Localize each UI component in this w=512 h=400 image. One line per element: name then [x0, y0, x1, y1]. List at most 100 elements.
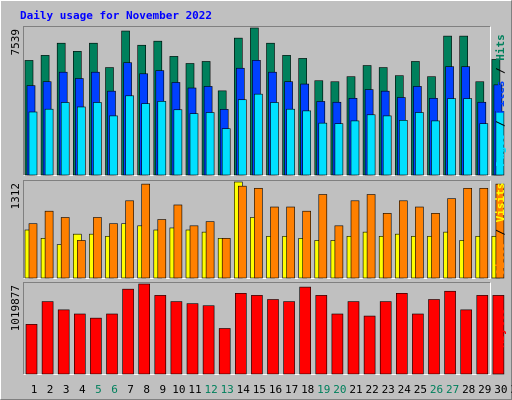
bar — [398, 200, 408, 279]
bar — [286, 206, 295, 279]
bar — [122, 288, 134, 375]
bar — [431, 213, 440, 279]
bar — [366, 114, 376, 176]
x-tick-label: 16 — [269, 383, 282, 396]
x-tick-label: 29 — [478, 383, 491, 396]
bar — [77, 106, 86, 176]
bar — [109, 223, 118, 279]
bar — [447, 198, 456, 279]
legend: KBytes — [494, 308, 507, 348]
bar — [125, 200, 134, 279]
plot-bevel-light — [23, 180, 491, 279]
bar — [299, 286, 312, 375]
bar — [189, 113, 199, 176]
bar — [254, 93, 263, 176]
bar — [154, 295, 167, 375]
bar — [44, 108, 54, 176]
bar — [254, 187, 263, 279]
bar — [302, 110, 312, 176]
bar — [90, 317, 102, 375]
bar — [379, 301, 392, 375]
bar — [28, 223, 38, 279]
bar — [447, 98, 456, 176]
legend-entry: Hits — [494, 34, 507, 61]
x-tick-label: 4 — [79, 383, 86, 396]
x-tick-label: 19 — [317, 383, 330, 396]
bar — [28, 111, 38, 176]
legend-entry: Sites — [494, 242, 507, 275]
bar — [93, 102, 102, 176]
bar — [334, 123, 344, 176]
x-tick-label: 14 — [237, 383, 251, 396]
legend-separator: / — [494, 114, 507, 134]
bar — [495, 111, 505, 176]
bar — [495, 183, 505, 279]
legend-entry: Visits — [494, 183, 507, 223]
plot-bevel-dark — [23, 26, 491, 176]
x-tick-label: 18 — [301, 383, 314, 396]
legend-entry: Files — [494, 81, 507, 114]
bar — [398, 120, 408, 176]
y-tick-label: 1019877 — [9, 285, 22, 331]
bar — [347, 301, 360, 375]
y-tick-label: 1312 — [9, 183, 22, 210]
bar — [74, 313, 86, 375]
bar — [382, 213, 392, 279]
bar — [463, 187, 473, 279]
x-tick-label: 9 — [159, 383, 166, 396]
bar — [41, 301, 54, 375]
x-tick-label: 6 — [111, 383, 118, 396]
bar — [302, 210, 312, 279]
x-tick-label: 7 — [127, 383, 134, 396]
x-tick-label: 5 — [95, 383, 102, 396]
bar — [157, 101, 167, 176]
bar — [251, 295, 263, 375]
x-tick-label: 23 — [382, 383, 395, 396]
x-tick-label: 13 — [221, 383, 234, 396]
bar — [286, 108, 295, 176]
bar — [428, 299, 440, 375]
bar — [350, 200, 360, 279]
plot-bevel-light — [23, 26, 491, 176]
legend-separator: / — [494, 222, 507, 242]
x-tick-label: 30 — [494, 383, 507, 396]
x-tick-label: 11 — [188, 383, 201, 396]
bar — [492, 295, 505, 375]
bar — [106, 313, 118, 375]
x-tick-label: 22 — [365, 383, 378, 396]
bar — [270, 206, 279, 279]
bar — [444, 290, 456, 375]
bar — [476, 295, 489, 375]
x-tick-label: 26 — [430, 383, 443, 396]
bar — [205, 112, 215, 176]
x-tick-label: 28 — [462, 383, 475, 396]
x-tick-label: 2 — [47, 383, 54, 396]
bar — [202, 305, 215, 375]
bar — [218, 328, 231, 375]
bar — [415, 206, 424, 279]
bar — [315, 295, 328, 375]
bar — [318, 122, 328, 176]
bar — [363, 315, 376, 375]
bar — [44, 210, 54, 279]
bar — [334, 225, 344, 279]
plot-bevel-dark — [23, 180, 491, 279]
bar — [186, 303, 199, 375]
plot-bevel-dark — [23, 282, 491, 375]
bar — [77, 240, 86, 279]
bar — [270, 102, 279, 176]
bar — [109, 115, 118, 176]
x-tick-label: 24 — [398, 383, 412, 396]
x-tick-label: 1 — [31, 383, 38, 396]
x-tick-label: 20 — [333, 383, 346, 396]
bar — [395, 293, 408, 375]
bar — [60, 217, 70, 279]
bar — [267, 299, 279, 375]
bar — [382, 115, 392, 176]
bar — [221, 128, 231, 176]
bar — [412, 313, 424, 375]
bar — [173, 109, 183, 176]
bar — [479, 123, 489, 176]
x-tick-label: 21 — [349, 383, 362, 396]
